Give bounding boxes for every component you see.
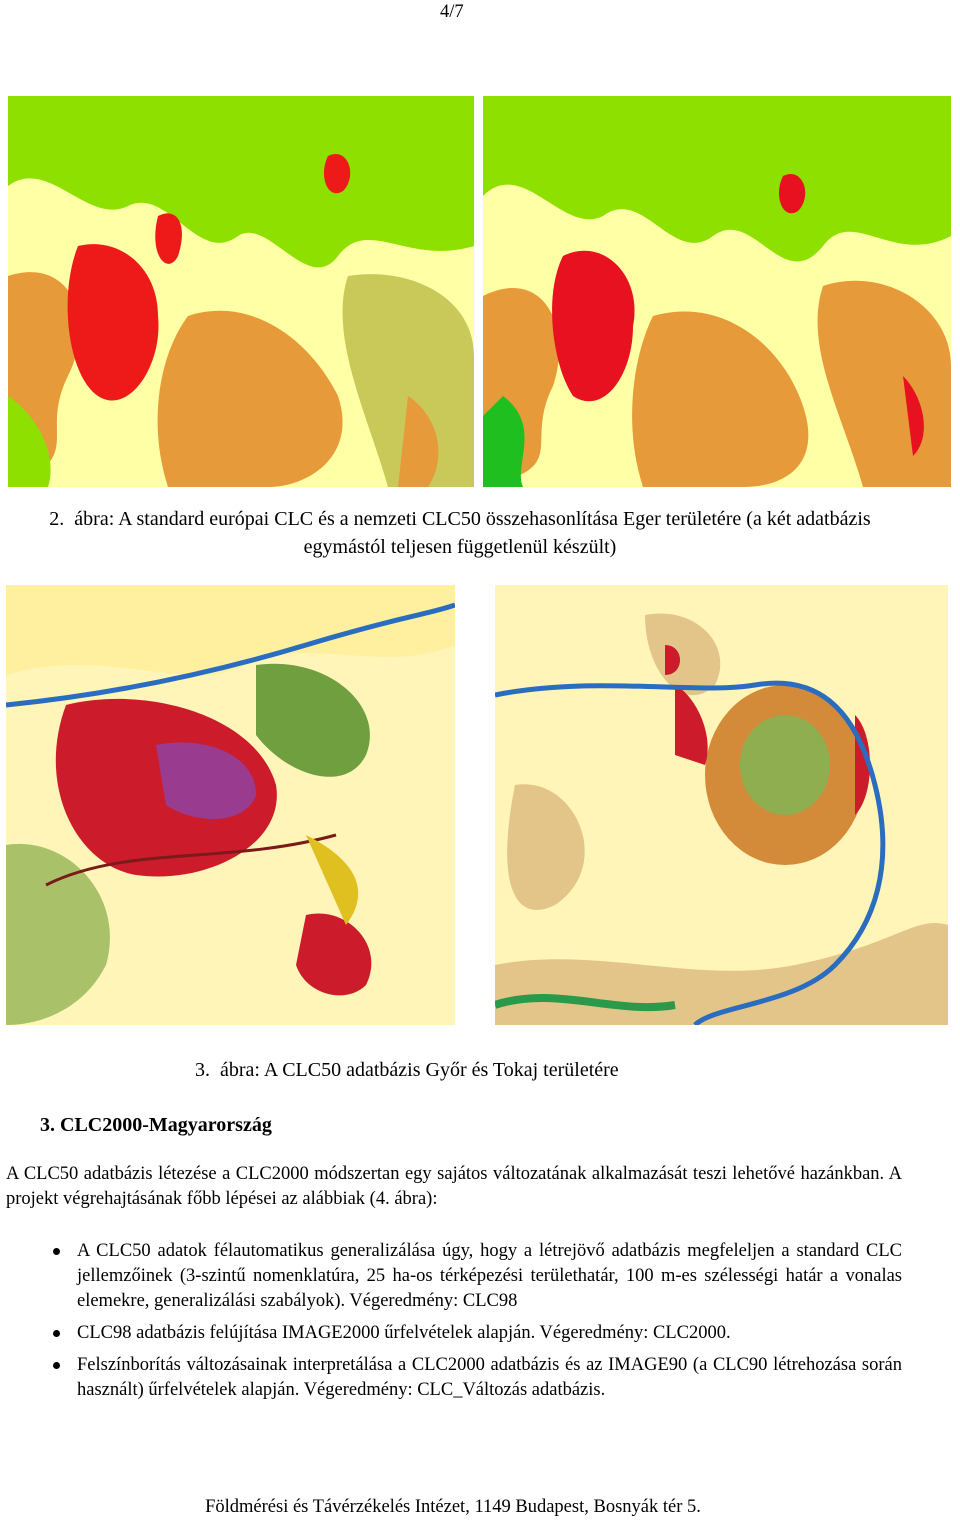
bullet-item: Felszínborítás változásainak interpretál… <box>53 1353 902 1403</box>
bullet-list: A CLC50 adatok félautomatikus generalizá… <box>53 1239 902 1410</box>
caption-number: 2. <box>49 508 65 530</box>
page-number: 4/7 <box>440 2 464 22</box>
map-gyor <box>6 585 455 1025</box>
map-eger-clc <box>8 96 474 487</box>
caption-number: 3. <box>195 1059 210 1081</box>
figure-3-caption: 3. ábra: A CLC50 adatbázis Győr és Tokaj… <box>195 1056 619 1084</box>
caption-text: ábra: A standard európai CLC és a nemzet… <box>74 508 871 558</box>
bullet-item: CLC98 adatbázis felújítása IMAGE2000 űrf… <box>53 1321 902 1346</box>
caption-text: ábra: A CLC50 adatbázis Győr és Tokaj te… <box>220 1059 619 1081</box>
map-tokaj <box>495 585 948 1025</box>
bullet-item: A CLC50 adatok félautomatikus generalizá… <box>53 1239 902 1314</box>
footer: Földmérési és Távérzékelés Intézet, 1149… <box>205 1497 701 1517</box>
map-eger-clc50 <box>483 96 951 487</box>
paragraph: A CLC50 adatbázis létezése a CLC2000 mód… <box>6 1164 902 1209</box>
section-heading: 3. CLC2000-Magyarország <box>40 1114 272 1136</box>
figure-2-caption: 2. ábra: A standard európai CLC és a nem… <box>10 505 910 561</box>
